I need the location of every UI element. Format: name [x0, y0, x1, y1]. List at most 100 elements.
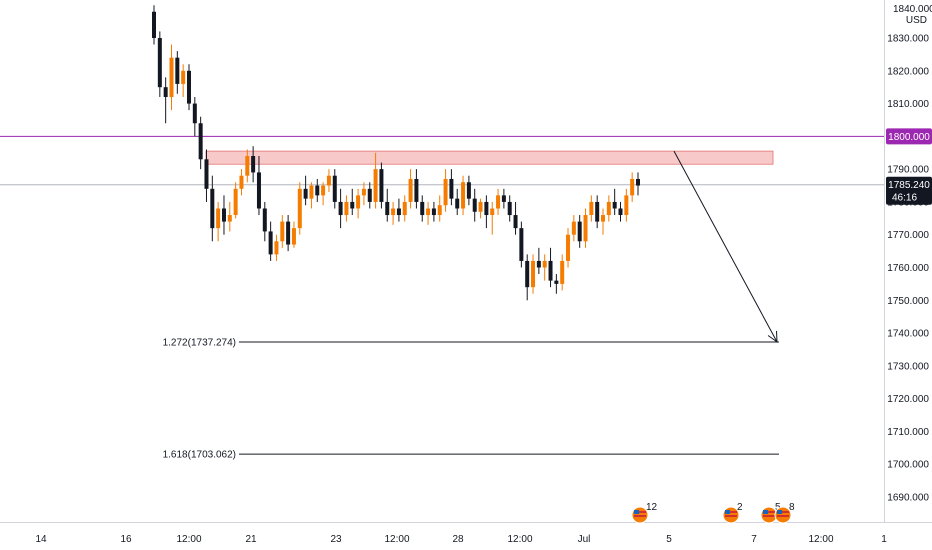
- current-price-tag[interactable]: [886, 176, 932, 205]
- candle-body[interactable]: [157, 38, 162, 88]
- candle-body[interactable]: [361, 188, 366, 196]
- candle-body[interactable]: [303, 188, 308, 199]
- event-marker-count: 8: [789, 502, 795, 513]
- candle-body[interactable]: [367, 188, 372, 202]
- candle-body[interactable]: [291, 228, 296, 245]
- candle-body[interactable]: [583, 215, 588, 242]
- candle-body[interactable]: [466, 182, 471, 199]
- candle-body[interactable]: [268, 231, 273, 255]
- candle-body[interactable]: [256, 172, 261, 209]
- candle-body[interactable]: [525, 260, 530, 288]
- candle-body[interactable]: [618, 208, 623, 216]
- candle-body[interactable]: [513, 215, 518, 229]
- candle-body[interactable]: [566, 234, 571, 261]
- top-tick-partial: 1840.000: [893, 4, 932, 15]
- candle-body[interactable]: [606, 201, 611, 216]
- price-tick-label: 1770.000: [887, 230, 929, 241]
- candle-body[interactable]: [251, 156, 256, 173]
- candle-body[interactable]: [216, 208, 221, 229]
- candle-body[interactable]: [326, 175, 331, 186]
- candle-body[interactable]: [490, 208, 495, 216]
- candle-body[interactable]: [186, 70, 191, 104]
- candle-body[interactable]: [484, 201, 489, 216]
- candle-body[interactable]: [472, 198, 477, 212]
- candle-body[interactable]: [426, 208, 431, 216]
- candle-body[interactable]: [227, 215, 232, 222]
- candle-body[interactable]: [315, 185, 320, 196]
- candle-body[interactable]: [414, 178, 419, 202]
- candle-body[interactable]: [496, 195, 501, 209]
- candle-body[interactable]: [286, 221, 291, 245]
- candle-body[interactable]: [297, 188, 302, 229]
- time-tick-label: 28: [452, 534, 464, 545]
- candle-body[interactable]: [560, 260, 565, 284]
- candle-body[interactable]: [461, 182, 466, 209]
- candle-body[interactable]: [571, 221, 576, 235]
- candle-body[interactable]: [274, 241, 279, 255]
- fib-level-label: 1.272(1737.274): [163, 338, 236, 349]
- candle-body[interactable]: [437, 205, 442, 216]
- candle-body[interactable]: [519, 228, 524, 261]
- candle-body[interactable]: [245, 156, 250, 176]
- candle-body[interactable]: [169, 57, 174, 98]
- projection-arrow-line[interactable]: [673, 150, 778, 343]
- time-tick-label: 5: [666, 534, 672, 545]
- candle-body[interactable]: [338, 201, 343, 216]
- candle-body[interactable]: [321, 185, 326, 196]
- candle-body[interactable]: [198, 123, 203, 160]
- candle-body[interactable]: [373, 169, 378, 202]
- candle-body[interactable]: [601, 215, 606, 222]
- candle-body[interactable]: [548, 260, 553, 281]
- candle-body[interactable]: [542, 260, 547, 268]
- candle-body[interactable]: [589, 201, 594, 216]
- candle-body[interactable]: [379, 169, 384, 202]
- candle-body[interactable]: [507, 201, 512, 216]
- candle-body[interactable]: [210, 188, 215, 229]
- candle-body[interactable]: [192, 103, 197, 124]
- candle-body[interactable]: [455, 198, 460, 209]
- candle-body[interactable]: [332, 175, 337, 202]
- candle-body[interactable]: [630, 178, 635, 196]
- candle-body[interactable]: [163, 87, 168, 98]
- candle-body[interactable]: [612, 201, 617, 209]
- candle-body[interactable]: [280, 221, 285, 242]
- candle-body[interactable]: [396, 208, 401, 216]
- event-marker-count: 5: [775, 502, 781, 513]
- price-tick-label: 1740.000: [887, 329, 929, 340]
- candle-body[interactable]: [204, 159, 209, 189]
- candle-body[interactable]: [385, 201, 390, 216]
- candle-body[interactable]: [531, 260, 536, 288]
- horizontal-level-tag[interactable]: [886, 128, 932, 145]
- candle-body[interactable]: [478, 201, 483, 212]
- candle-body[interactable]: [262, 208, 267, 232]
- candle-body[interactable]: [420, 201, 425, 216]
- candle-body[interactable]: [391, 208, 396, 216]
- candle-body[interactable]: [595, 201, 600, 222]
- candle-body[interactable]: [221, 208, 226, 222]
- candle-body[interactable]: [181, 70, 186, 84]
- price-axis-panel[interactable]: [884, 0, 932, 550]
- candle-body[interactable]: [501, 195, 506, 202]
- candle-body[interactable]: [408, 178, 413, 202]
- candle-body[interactable]: [402, 201, 407, 216]
- candle-body[interactable]: [554, 280, 559, 284]
- candle-body[interactable]: [624, 195, 629, 216]
- candle-body[interactable]: [356, 195, 361, 209]
- candle-body[interactable]: [431, 208, 436, 216]
- candle-body[interactable]: [175, 57, 180, 84]
- candle-body[interactable]: [443, 178, 448, 206]
- candle-body[interactable]: [239, 175, 244, 189]
- resistance-zone[interactable]: [205, 150, 774, 165]
- candle-body[interactable]: [309, 185, 314, 199]
- candle-body[interactable]: [233, 188, 238, 216]
- time-tick-label: 12:00: [384, 534, 409, 545]
- candle-body[interactable]: [636, 178, 640, 186]
- candle-body[interactable]: [152, 11, 156, 39]
- candle-body[interactable]: [449, 178, 454, 199]
- candle-body[interactable]: [577, 221, 582, 242]
- candle-body[interactable]: [536, 260, 541, 268]
- candle-body[interactable]: [344, 201, 349, 216]
- candle-body[interactable]: [350, 201, 355, 209]
